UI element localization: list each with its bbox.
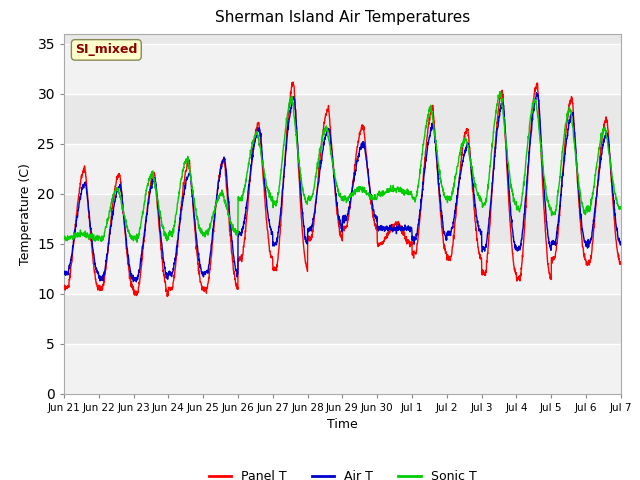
- Air T: [542, 211, 550, 216]
- Air T: [609, 192, 617, 198]
- Air T: [236, 232, 244, 238]
- Sonic T: [496, 89, 504, 95]
- Sonic T: [376, 190, 384, 196]
- Bar: [64, 144, 621, 193]
- Sonic T: [617, 204, 625, 210]
- Air T: [617, 239, 625, 244]
- Panel T: [163, 294, 171, 300]
- Air T: [510, 239, 518, 245]
- Air T: [116, 184, 124, 190]
- Panel T: [376, 240, 384, 246]
- Line: Panel T: Panel T: [64, 82, 621, 297]
- Air T: [376, 225, 384, 230]
- Title: Sherman Island Air Temperatures: Sherman Island Air Temperatures: [215, 11, 470, 25]
- Line: Sonic T: Sonic T: [64, 92, 621, 242]
- Line: Air T: Air T: [64, 93, 621, 282]
- Air T: [60, 270, 68, 276]
- Text: SI_mixed: SI_mixed: [75, 43, 138, 56]
- Sonic T: [542, 187, 550, 193]
- Panel T: [289, 79, 297, 85]
- Bar: [64, 344, 621, 394]
- Air T: [132, 279, 140, 285]
- Panel T: [116, 173, 124, 179]
- Air T: [532, 90, 540, 96]
- Bar: [64, 243, 621, 294]
- Panel T: [236, 254, 244, 260]
- Sonic T: [236, 198, 244, 204]
- Y-axis label: Temperature (C): Temperature (C): [19, 163, 32, 264]
- Sonic T: [116, 190, 124, 195]
- Bar: [64, 44, 621, 94]
- Panel T: [609, 204, 617, 209]
- Sonic T: [609, 183, 617, 189]
- Panel T: [60, 283, 68, 289]
- Sonic T: [60, 234, 68, 240]
- X-axis label: Time: Time: [327, 418, 358, 431]
- Sonic T: [511, 199, 518, 204]
- Panel T: [542, 236, 550, 241]
- Sonic T: [133, 239, 141, 245]
- Legend: Panel T, Air T, Sonic T: Panel T, Air T, Sonic T: [204, 465, 481, 480]
- Panel T: [617, 261, 625, 267]
- Panel T: [511, 267, 518, 273]
